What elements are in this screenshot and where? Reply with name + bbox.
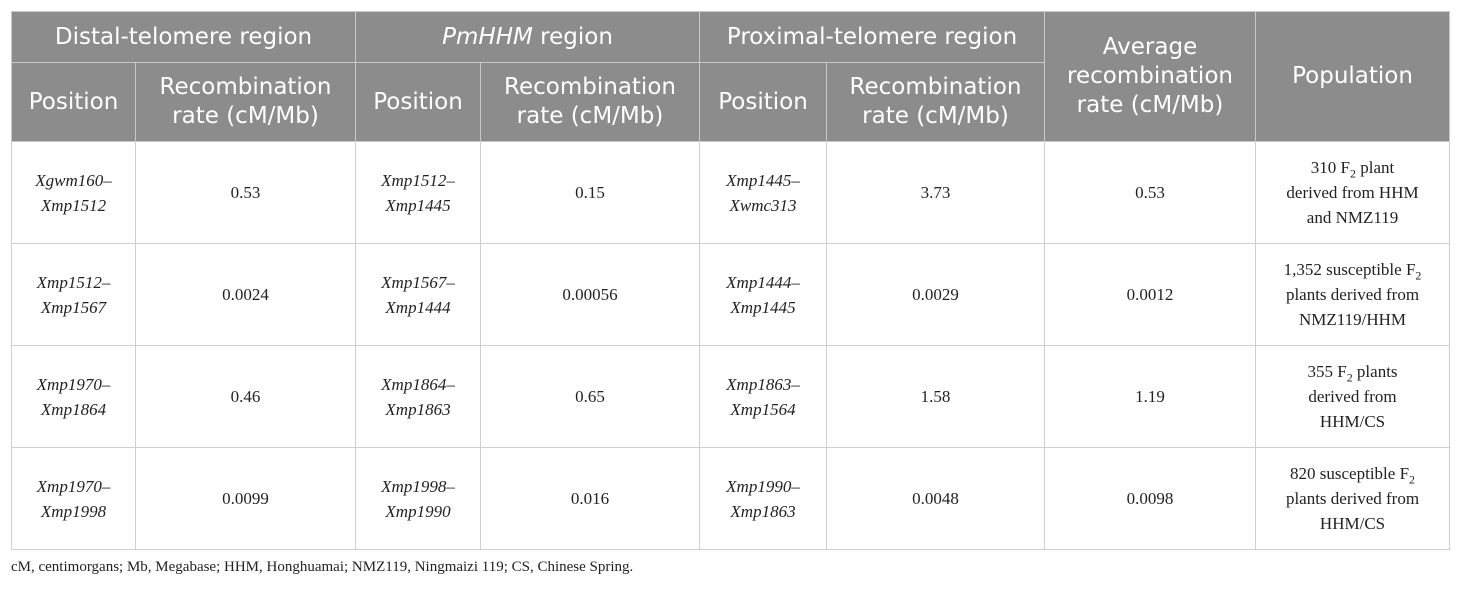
header-position: Position — [355, 62, 482, 142]
position-cell: Xmp1998– Xmp1990 — [355, 447, 482, 550]
average-rate-cell: 1.19 — [1044, 345, 1257, 448]
position-cell: Xmp1512– Xmp1445 — [355, 141, 482, 244]
rate-cell: 0.0029 — [826, 243, 1046, 346]
average-rate-cell: 0.53 — [1044, 141, 1257, 244]
header-distal-telomere-region: Distal-telomere region — [10, 11, 357, 63]
population-cell: 355 F2 plants derived from HHM/CS — [1255, 345, 1451, 448]
rate-cell: 0.0024 — [134, 243, 357, 346]
rate-cell: 0.65 — [480, 345, 701, 448]
header-population: Population — [1255, 11, 1451, 142]
table-row: Xmp1512– Xmp1567 0.0024 Xmp1567– Xmp1444 0… — [11, 243, 1451, 346]
header-sub-row: Position Recombination rate (cM/Mb) Posit… — [11, 62, 1450, 142]
rate-cell: 0.53 — [134, 141, 357, 244]
position-cell: Xmp1567– Xmp1444 — [355, 243, 482, 346]
position-cell: Xgwm160– Xmp1512 — [11, 141, 136, 244]
rate-cell: 0.0048 — [826, 447, 1046, 550]
table-footnote: cM, centimorgans; Mb, Megabase; HHM, Hon… — [11, 559, 634, 575]
recombination-table-container: Distal-telomere region PmHHM region Prox… — [10, 11, 1451, 550]
position-cell: Xmp1512– Xmp1567 — [11, 243, 136, 346]
rate-cell: 1.58 — [826, 345, 1046, 448]
average-rate-cell: 0.0098 — [1044, 447, 1257, 550]
population-cell: 1,352 susceptible F2 plants derived from N… — [1255, 243, 1451, 346]
position-cell: Xmp1990– Xmp1863 — [699, 447, 828, 550]
header-recombination-rate: Recombination rate (cM/Mb) — [826, 62, 1046, 142]
rate-cell: 3.73 — [826, 141, 1046, 244]
rate-cell: 0.016 — [480, 447, 701, 550]
header-group-row: Distal-telomere region PmHHM region Prox… — [10, 11, 1451, 142]
position-cell: Xmp1445– Xwmc313 — [699, 141, 828, 244]
position-cell: Xmp1863– Xmp1564 — [699, 345, 828, 448]
position-cell: Xmp1864– Xmp1863 — [355, 345, 482, 448]
header-recombination-rate: Recombination rate (cM/Mb) — [480, 62, 701, 142]
header-average-recombination-rate: Average recombination rate (cM/Mb) — [1044, 11, 1257, 142]
header-proximal-telomere-region: Proximal-telomere region — [699, 11, 1046, 63]
average-rate-cell: 0.0012 — [1044, 243, 1257, 346]
position-cell: Xmp1970– Xmp1998 — [11, 447, 136, 550]
header-position: Position — [11, 62, 136, 142]
table-row: Xgwm160– Xmp1512 0.53 Xmp1512– Xmp1445 0.1… — [11, 141, 1451, 244]
recombination-rate-table: Distal-telomere region PmHHM region Prox… — [10, 11, 1451, 550]
rate-cell: 0.0099 — [134, 447, 357, 550]
position-cell: Xmp1970– Xmp1864 — [11, 345, 136, 448]
population-cell: 310 F2 plant derived from HHM and NMZ119 — [1255, 141, 1451, 244]
header-recombination-rate: Recombination rate (cM/Mb) — [134, 62, 357, 142]
rate-cell: 0.46 — [134, 345, 357, 448]
header-pmhhm-region: PmHHM region — [355, 11, 701, 63]
table-row: Xmp1970– Xmp1998 0.0099 Xmp1998– Xmp1990 0… — [11, 447, 1451, 550]
rate-cell: 0.00056 — [480, 243, 701, 346]
table-row: Xmp1970– Xmp1864 0.46 Xmp1864– Xmp1863 0.6… — [11, 345, 1451, 448]
header-position: Position — [699, 62, 828, 142]
rate-cell: 0.15 — [480, 141, 701, 244]
position-cell: Xmp1444– Xmp1445 — [699, 243, 828, 346]
population-cell: 820 susceptible F2 plants derived from HHM… — [1255, 447, 1451, 550]
